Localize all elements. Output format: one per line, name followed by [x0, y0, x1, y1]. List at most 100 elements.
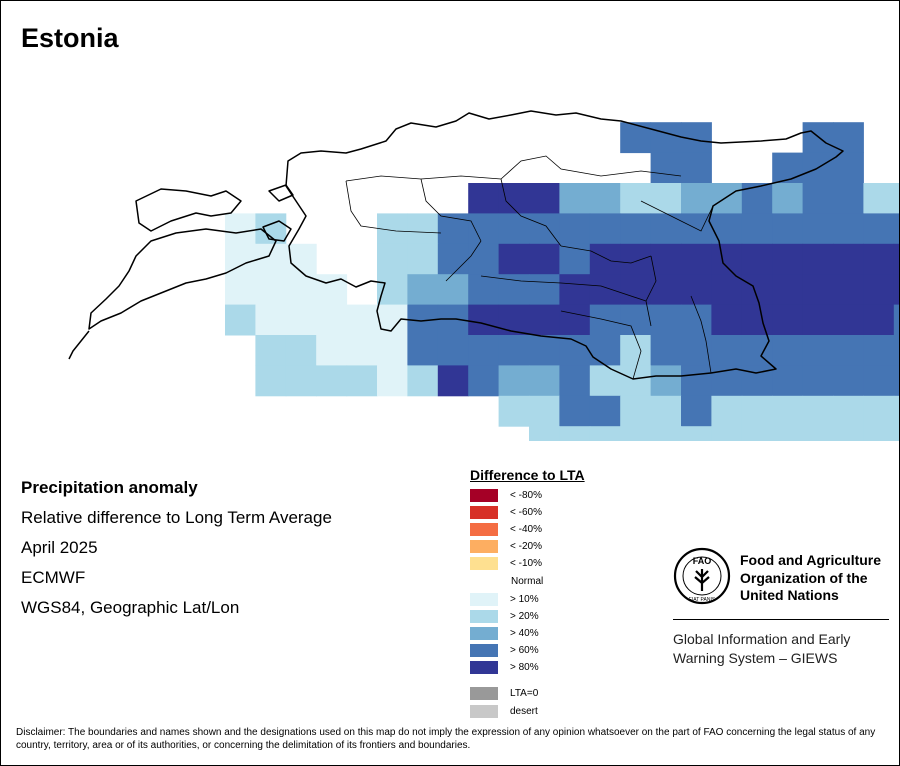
grid-cell — [863, 426, 895, 441]
grid-cell — [285, 335, 317, 366]
grid-cell — [529, 183, 560, 214]
grid-cell — [255, 365, 287, 397]
grid-cell — [711, 426, 743, 441]
legend-swatch — [470, 557, 498, 570]
grid-cell — [285, 274, 317, 306]
legend-swatch — [470, 661, 498, 674]
fao-organization-name: Food and Agriculture Organization of the… — [740, 552, 881, 605]
grid-cell — [681, 274, 712, 306]
legend-item-extra: LTA=0 — [470, 687, 538, 701]
grid-cell — [802, 395, 834, 427]
legend-label: > 80% — [510, 662, 539, 673]
grid-cell — [650, 304, 682, 336]
grid-cell — [407, 213, 439, 245]
grid-cell — [498, 243, 530, 275]
map-info: Precipitation anomaly Relative differenc… — [21, 473, 332, 623]
grid-cell — [620, 426, 652, 441]
grid-cell — [559, 213, 591, 245]
grid-cell — [620, 304, 652, 336]
grid-cell — [772, 365, 804, 397]
grid-cell — [377, 274, 408, 306]
legend-item-above: > 40% — [470, 627, 539, 641]
giews-name: Global Information and Early Warning Sys… — [673, 630, 850, 668]
grid-cell — [893, 426, 899, 441]
grid-cell — [620, 213, 652, 245]
grid-cell — [711, 183, 743, 214]
legend-label: > 40% — [510, 628, 539, 639]
legend-item-below: < -60% — [470, 506, 542, 520]
grid-cell — [833, 274, 864, 306]
legend-swatch — [470, 610, 498, 623]
grid-cell — [650, 213, 682, 245]
grid-cell — [559, 395, 591, 427]
grid-cell — [741, 274, 773, 306]
grid-cell — [589, 426, 621, 441]
disclaimer: Disclaimer: The boundaries and names sho… — [16, 727, 876, 751]
legend-swatch — [470, 687, 498, 700]
grid-cell — [468, 274, 500, 306]
estonia-boundary — [68, 110, 844, 380]
grid-cell — [681, 152, 712, 184]
hiiumaa-outline — [135, 188, 242, 232]
grid-cell — [772, 152, 804, 184]
grid-cell — [650, 335, 682, 366]
grid-cell — [498, 304, 530, 336]
grid-cell — [650, 122, 682, 154]
legend-swatch — [470, 593, 498, 606]
grid-cell — [863, 335, 895, 366]
giews-line-1: Global Information and Early — [673, 631, 851, 647]
grid-cell — [468, 365, 500, 397]
grid-cell — [863, 274, 895, 306]
legend-label: > 20% — [510, 611, 539, 622]
legend-label: < -40% — [510, 524, 542, 535]
grid-cell — [681, 243, 712, 275]
grid-cell — [468, 304, 500, 336]
legend-swatch — [470, 705, 498, 718]
grid-cell — [255, 335, 287, 366]
grid-cell — [346, 365, 378, 397]
grid-cell — [437, 365, 469, 397]
grid-cell — [833, 335, 864, 366]
legend-item-below: < -10% — [470, 557, 542, 571]
grid-cell — [863, 213, 895, 245]
grid-cell — [833, 426, 864, 441]
grid-cell — [377, 335, 408, 366]
legend-label: desert — [510, 706, 538, 717]
grid-cell — [802, 243, 834, 275]
grid-cell — [650, 365, 682, 397]
grid-cell — [498, 274, 530, 306]
grid-cell — [529, 243, 560, 275]
grid-cell — [893, 395, 899, 427]
grid-cell — [377, 304, 408, 336]
grid-cell — [559, 304, 591, 336]
grid-cell — [741, 183, 773, 214]
grid-cell — [802, 122, 834, 154]
grid-cell — [893, 365, 899, 397]
grid-cell — [711, 243, 743, 275]
grid-cell — [529, 426, 560, 441]
grid-cell — [620, 243, 652, 275]
grid-cell — [498, 365, 530, 397]
grid-cell — [711, 335, 743, 366]
grid-cell — [468, 243, 500, 275]
grid-cell — [377, 243, 408, 275]
grid-cell — [468, 183, 500, 214]
map-source: ECMWF — [21, 568, 86, 587]
grid-cell — [468, 213, 500, 245]
grid-cell — [498, 213, 530, 245]
grid-cell — [711, 213, 743, 245]
grid-cell — [741, 243, 773, 275]
grid-cell — [316, 274, 348, 306]
grid-cell — [681, 335, 712, 366]
legend-label: < -60% — [510, 507, 542, 518]
map-subtitle: Relative difference to Long Term Average — [21, 508, 332, 527]
legend-item-above: > 10% — [470, 593, 539, 607]
grid-cell — [559, 426, 591, 441]
grid-cell — [437, 243, 469, 275]
grid-cell — [620, 122, 652, 154]
legend-title: Difference to LTA — [470, 467, 585, 483]
grid-cell — [589, 213, 621, 245]
divider — [673, 619, 889, 620]
grid-cell — [772, 183, 804, 214]
